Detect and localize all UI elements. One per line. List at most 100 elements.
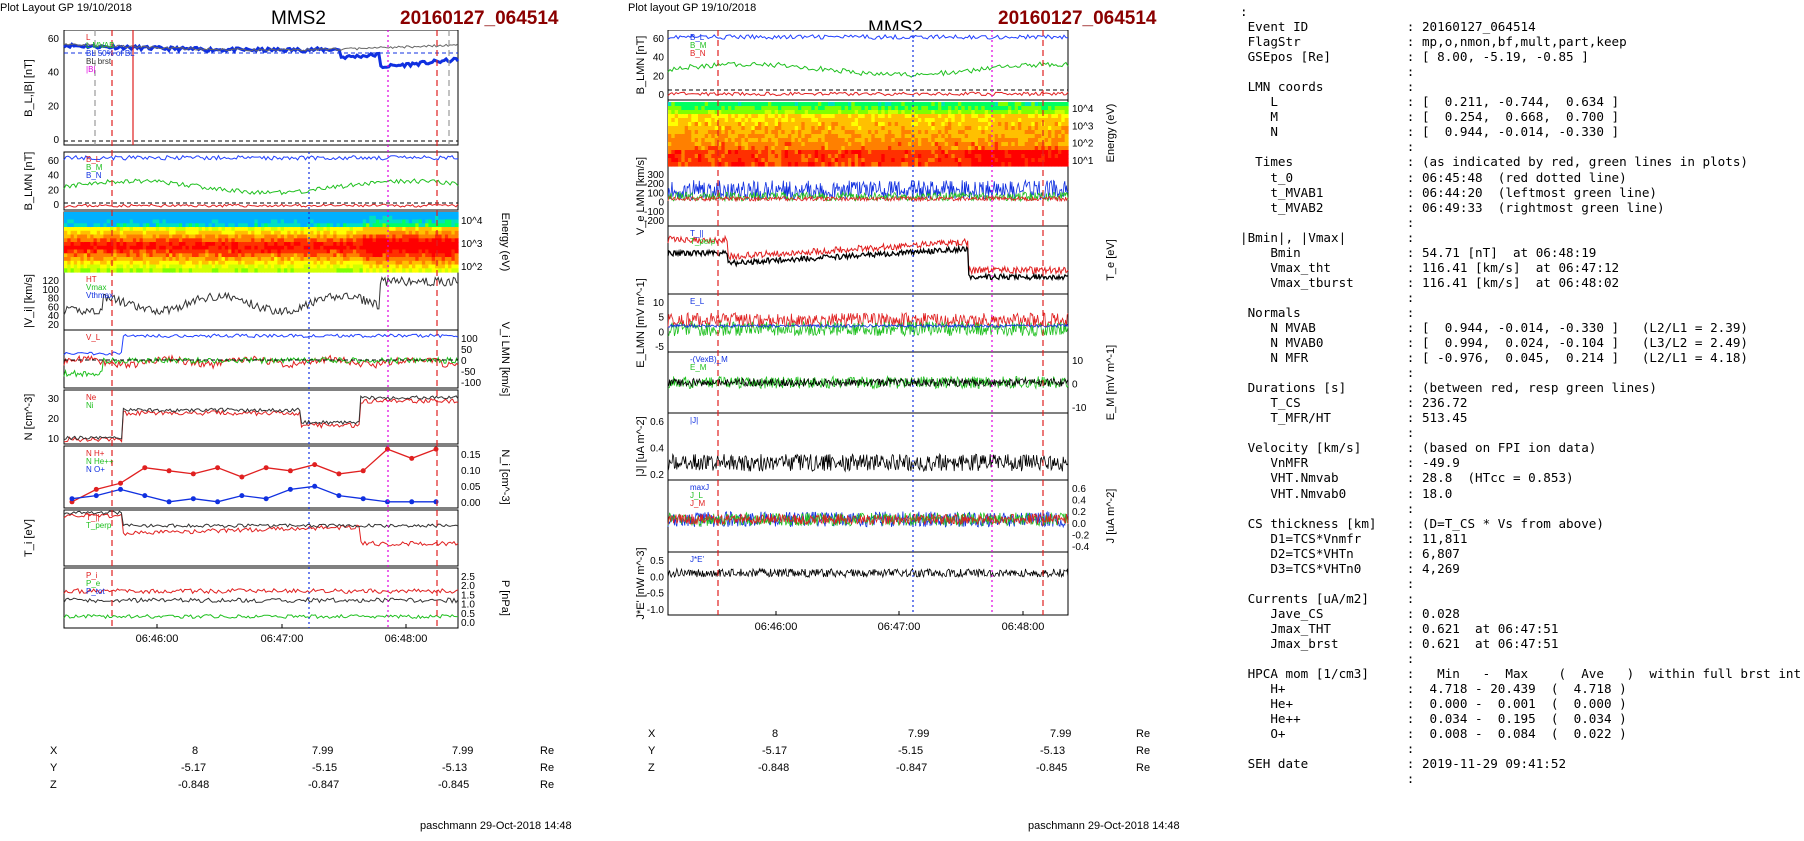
spectrogram-cell [323,234,328,239]
spectrogram-cell [398,253,403,258]
right-ytick: 300 [647,170,664,181]
spectrogram-cell [346,268,351,273]
spectrogram-cell [149,238,154,243]
spectrogram-cell [724,146,729,151]
spectrogram-cell [169,230,173,236]
spectrogram-cell [307,234,311,239]
spectrogram-cell [891,110,896,115]
spectrogram-cell [116,257,121,262]
spectrogram-cell [988,130,992,135]
spectrogram-cell [891,126,896,131]
spectrogram-cell [944,102,949,107]
spectrogram-cell [221,249,226,254]
spectrogram-cell [96,257,101,262]
spectrogram-cell [287,215,292,221]
spectrogram-cell [681,114,686,119]
spectrogram-cell [864,150,869,155]
spectrogram-cell [284,227,288,232]
spectrogram-cell [303,268,308,273]
spectrogram-cell [336,257,341,262]
spectrogram-cell [238,253,242,258]
spectrogram-cell [904,142,909,147]
spectrogram-cell [96,260,101,266]
spectrogram-cell [261,219,265,224]
spectrogram-cell [392,260,397,266]
spectrogram-cell [671,130,676,135]
spectrogram-cell [791,102,796,107]
spectrogram-cell [774,110,779,115]
spectrogram-cell [948,126,952,131]
spectrogram-cell [408,268,413,273]
spectrogram-cell [113,212,118,217]
spectrogram-cell [382,219,387,224]
spectrogram-cell [864,142,869,147]
spectrogram-cell [978,114,982,119]
spectrogram-cell [211,253,216,258]
spectrogram-cell [794,142,799,147]
spectrogram-cell [415,249,420,254]
spectrogram-cell [924,122,929,127]
spectrogram-cell [293,227,298,232]
spectrogram-cell [389,238,393,243]
spectrogram-cell [731,162,736,167]
spectrogram-cell [257,230,262,236]
spectrogram-cell [861,146,866,151]
spectrogram-cell [954,134,959,139]
spectrogram-cell [1028,126,1032,131]
spectrogram-cell [938,114,942,119]
spectrogram-cell [231,260,236,266]
spectrogram-cell [261,268,265,273]
spectrogram-cell [708,106,712,111]
spectrogram-cell [738,106,742,111]
spectrogram-cell [149,264,154,269]
spectrogram-cell [205,230,210,236]
spectrogram-cell [165,234,170,239]
spectrogram-cell [794,122,799,127]
spectrogram-cell [864,102,869,107]
spectrogram-cell [208,260,213,266]
spectrogram-cell [359,223,364,228]
spectrogram-cell [854,126,859,131]
spectrogram-cell [205,253,210,258]
spectrogram-cell [948,102,952,107]
spectrogram-cell [731,142,736,147]
spectrogram-cell [788,142,792,147]
right-time-label: 06:47:00 [878,621,921,633]
spectrogram-cell [264,219,269,224]
spectrogram-cell [844,158,849,163]
spectrogram-cell [694,114,699,119]
spectrogram-cell [898,146,902,151]
spectrogram-cell [116,268,121,273]
spectrogram-cell [247,268,252,273]
spectrogram-cell [1054,122,1059,127]
spectrogram-cell [323,223,328,228]
spectrogram-cell [349,268,354,273]
spectrogram-cell [116,234,121,239]
spectrogram-cell [198,249,203,254]
spectrogram-cell [333,219,338,224]
spectrogram-cell [323,238,328,243]
spectrogram-cell [794,106,799,111]
spectrogram-cell [73,249,78,254]
spectrogram-cell [221,234,226,239]
spectrogram-cell [851,146,856,151]
left-btot-line [63,43,459,52]
spectrogram-cell [405,268,410,273]
spectrogram-cell [221,245,226,251]
spectrogram-cell [356,268,361,273]
spectrogram-cell [858,102,862,107]
spectrogram-cell [372,242,377,247]
spectrogram-cell [307,257,311,262]
spectrogram-cell [831,134,836,139]
spectrogram-cell [1054,146,1059,151]
spectrogram-cell [744,106,749,111]
spectrogram-cell [704,106,709,111]
spectrogram-cell [152,249,157,254]
spectrogram-cell [293,215,298,221]
spectrogram-cell [415,223,420,228]
spectrogram-cell [958,110,962,115]
spectrogram-cell [398,257,403,262]
spectrogram-cell [290,268,295,273]
spectrogram-cell [431,268,436,273]
spectrogram-cell [142,264,147,269]
